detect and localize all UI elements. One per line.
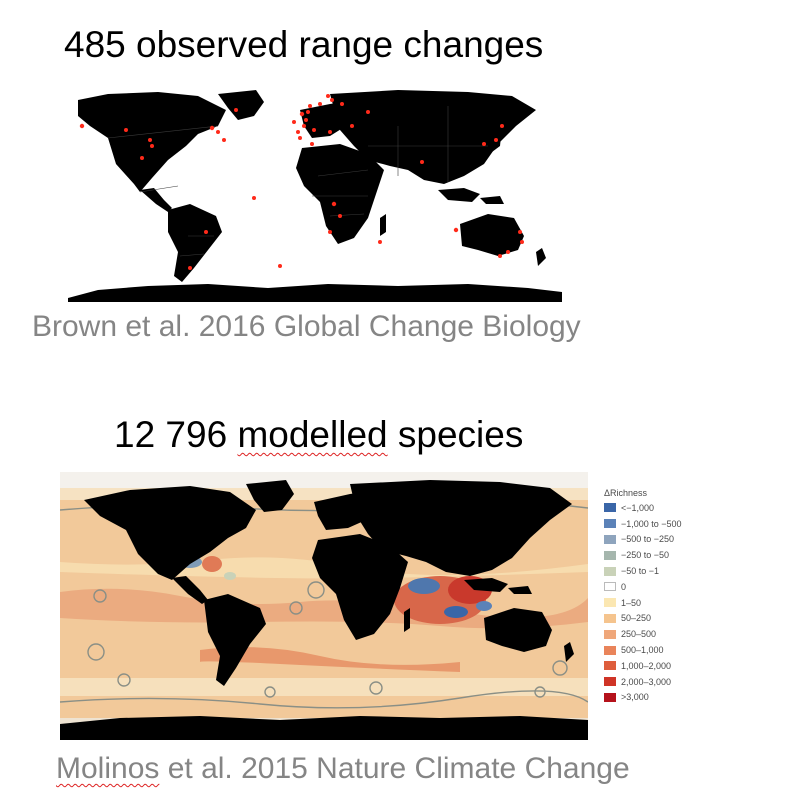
legend-items: <−1,000 −1,000 to −500 −500 to −250 −250 to… [604,500,724,705]
country-borders [107,106,488,257]
legend-item: 1–50 [604,595,724,611]
land-masses [68,90,562,302]
legend-label: −500 to −250 [621,534,675,545]
legend-item: 50–250 [604,611,724,627]
legend-swatch [604,661,616,671]
legend-item: 1,000–2,000 [604,658,724,674]
legend-item: −250 to −50 [604,547,724,563]
bottom-map-title: 12 796 modelled species [114,414,523,456]
legend-label: −250 to −50 [621,550,670,561]
legend-item: −50 to −1 [604,563,724,579]
title-word-modelled: modelled [237,414,388,455]
legend-label: 250–500 [621,629,657,640]
caption-rest: et al. 2015 Nature Climate Change [167,752,630,785]
land-masses [60,480,588,740]
legend-label: <−1,000 [621,502,655,513]
title-rest: species [397,414,524,455]
legend-item: −1,000 to −500 [604,516,724,532]
top-map-title: 485 observed range changes [64,24,544,65]
legend-label: 1–50 [621,597,642,608]
legend-title: ΔRichness [604,488,648,498]
top-map-caption: Brown et al. 2016 Global Change Biology [32,310,581,343]
legend-item: 500–1,000 [604,642,724,658]
richness-legend: ΔRichness <−1,000 −1,000 to −500 −500 to −… [604,488,724,705]
legend-label: 500–1,000 [621,645,664,656]
legend-swatch [604,519,616,529]
title-number: 12 796 [114,414,228,455]
legend-label: 1,000–2,000 [621,660,672,671]
caption-word-molinos: Molinos [56,752,160,785]
legend-swatch [604,629,616,639]
observed-range-change-points [79,94,524,270]
legend-item: 250–500 [604,626,724,642]
legend-label: 50–250 [621,613,652,624]
legend-swatch [604,550,616,560]
observed-range-changes-map [68,90,562,302]
legend-swatch [604,677,616,687]
legend-label: 2,000–3,000 [621,676,672,687]
bottom-map-caption: Molinos et al. 2015 Nature Climate Chang… [56,752,630,786]
legend-item: 0 [604,579,724,595]
legend-swatch [604,598,616,608]
legend-swatch [604,503,616,513]
legend-label: −50 to −1 [621,566,660,577]
legend-swatch [604,692,616,702]
legend-swatch [604,534,616,544]
legend-item: <−1,000 [604,500,724,516]
legend-swatch [604,613,616,623]
legend-item: >3,000 [604,690,724,706]
legend-swatch [604,582,616,592]
legend-swatch [604,566,616,576]
legend-item: 2,000–3,000 [604,674,724,690]
legend-swatch [604,645,616,655]
modelled-richness-map [60,472,588,740]
legend-label: −1,000 to −500 [621,518,682,529]
legend-label: 0 [621,581,627,592]
legend-item: −500 to −250 [604,532,724,548]
legend-label: >3,000 [621,692,649,703]
